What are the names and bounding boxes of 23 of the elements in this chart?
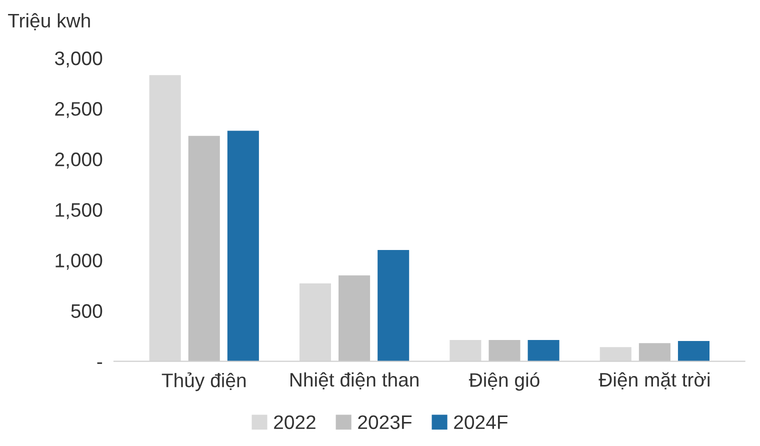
bar [488,340,520,362]
y-tick-label: 2,500 [55,102,102,118]
bar [227,130,259,362]
bar [188,136,220,362]
y-tick-label: 1,500 [56,203,102,220]
y-tick-label: 2,000 [55,152,102,169]
legend-label: 2023F [358,415,412,430]
legend-label: 2022 [274,415,316,430]
bar [528,340,560,362]
bar [338,275,370,362]
bar [638,343,670,362]
x-tick-label: Nhiệt điện than [290,372,418,390]
bar [378,250,410,362]
bar [678,341,710,362]
legend-label: 2024F [454,415,508,430]
y-tick-label: 3,000 [54,51,102,68]
x-tick-label: Điện mặt trời [598,372,710,390]
x-tick-label: Điện gió [468,372,540,391]
y-tick-label: 1,000 [56,254,102,270]
y-tick-label: - [97,362,102,364]
y-tick-label: 500 [71,304,102,318]
y-axis-title: Triệu kwh [8,13,90,30]
x-tick-label: Thủy điện [162,372,246,392]
